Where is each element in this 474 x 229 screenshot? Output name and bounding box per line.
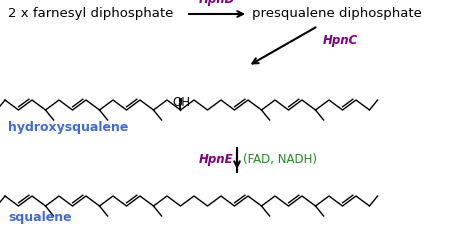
Text: (FAD, NADH): (FAD, NADH) [243,153,317,166]
Text: HpnE: HpnE [199,153,233,166]
Text: presqualene diphosphate: presqualene diphosphate [252,8,422,21]
Text: hydroxysqualene: hydroxysqualene [8,122,128,134]
Text: HpnC: HpnC [323,34,358,47]
Text: squalene: squalene [8,212,72,224]
Text: HpnD: HpnD [199,0,235,6]
Text: 2 x farnesyl diphosphate: 2 x farnesyl diphosphate [8,8,173,21]
Text: OH: OH [173,96,191,109]
